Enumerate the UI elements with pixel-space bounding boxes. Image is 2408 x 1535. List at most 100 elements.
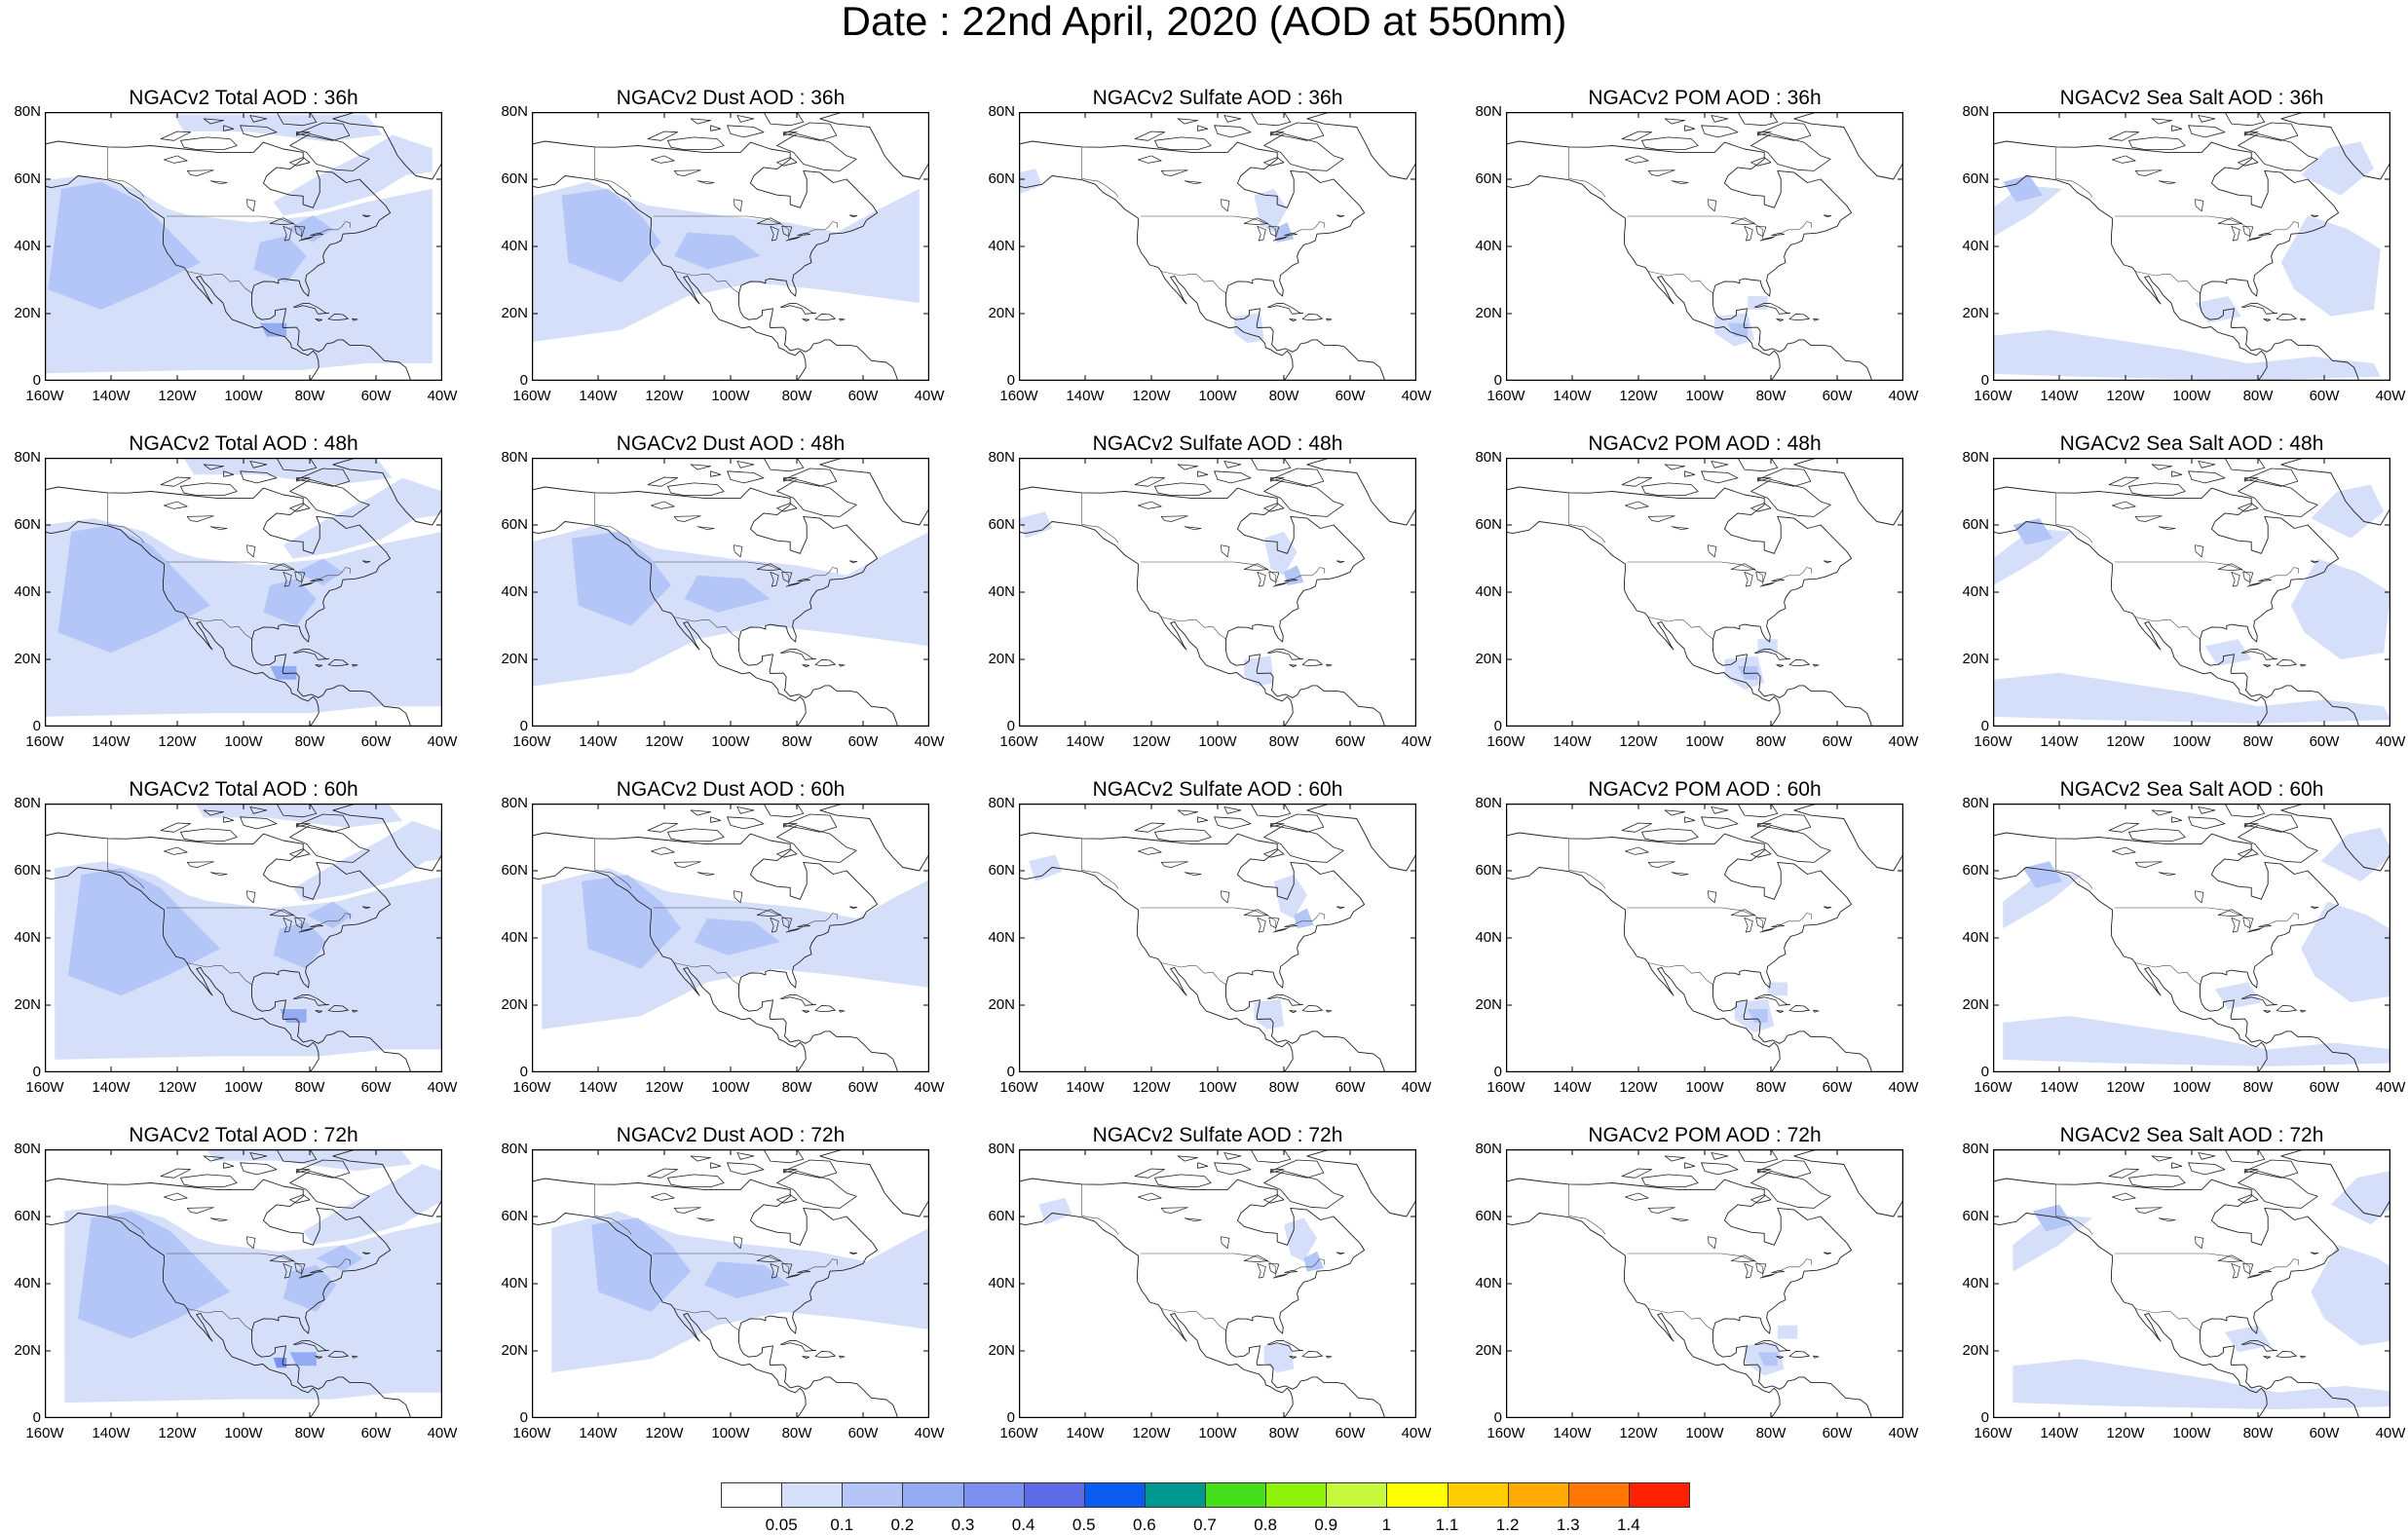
island-coastline <box>2310 1252 2319 1254</box>
lake-outline <box>2158 526 2176 531</box>
political-border <box>186 617 253 640</box>
panel-title: NGACv2 Sulfate AOD : 36h <box>1092 87 1343 109</box>
lake-outline <box>785 927 801 933</box>
lake-outline <box>1625 846 1649 855</box>
pacific-coastline <box>532 521 807 727</box>
island-coastline <box>776 503 798 512</box>
aod-shading-mid <box>561 188 661 283</box>
lon-tick-label: 140W <box>579 388 618 404</box>
lat-tick-label: 0 <box>1006 1064 1015 1080</box>
lat-tick-label: 40N <box>1962 238 1989 254</box>
island-coastline <box>1250 1149 1292 1164</box>
aod-shading-light <box>1029 854 1063 881</box>
lake-outline <box>1221 1236 1230 1250</box>
island-coastline <box>1134 131 1166 141</box>
panel-title: NGACv2 POM AOD : 36h <box>1588 87 1822 109</box>
pacific-coastline <box>45 521 320 727</box>
island-coastline <box>848 906 858 909</box>
lon-tick-label: 80W <box>2242 388 2274 404</box>
aod-map <box>1506 112 1903 381</box>
map-plot-area <box>1506 112 1903 381</box>
continent-coastline <box>1019 140 1416 381</box>
colorbar-label: 0.3 <box>951 1516 975 1534</box>
lat-tick-label: 60N <box>988 862 1015 879</box>
lon-tick-label: 60W <box>360 388 392 404</box>
caribbean-island <box>779 993 817 1006</box>
lake-outline <box>1771 923 1785 927</box>
lon-tick-label: 100W <box>1198 388 1237 404</box>
map-panel-seasalt-36h: NGACv2 Sea Salt AOD : 36h 80N 60N 40N 20N 0 16… <box>1948 86 2408 429</box>
island-coastline <box>1750 132 1831 171</box>
island-coastline <box>1664 464 1686 470</box>
caribbean-island <box>1813 1009 1820 1013</box>
political-border <box>2114 561 2299 585</box>
island-coastline <box>1664 1155 1686 1162</box>
aod-shading-light <box>2003 1016 2390 1067</box>
lat-tick-label: 40N <box>988 929 1015 946</box>
map-panel-total-48h: NGACv2 Total AOD : 48h 80N 60N 40N 20N 0 160W 1… <box>0 431 487 774</box>
island-coastline <box>2188 816 2226 830</box>
political-border <box>2055 838 2093 889</box>
aod-shading-mid <box>694 918 780 955</box>
panel-title: NGACv2 Sulfate AOD : 60h <box>1092 778 1343 801</box>
lake-outline <box>2158 180 2176 185</box>
lake-outline <box>1243 563 1269 571</box>
caribbean-island <box>1301 313 1323 321</box>
lake-outline <box>785 236 801 242</box>
panel-title: NGACv2 Dust AOD : 72h <box>616 1124 846 1146</box>
caribbean-island <box>802 318 810 322</box>
panel-title: NGACv2 POM AOD : 72h <box>1588 1124 1822 1146</box>
lake-outline <box>770 917 779 933</box>
island-coastline <box>2238 824 2318 863</box>
pacific-coastline <box>532 1213 807 1418</box>
lat-tick-label: 40N <box>1962 929 1989 946</box>
political-border <box>1160 962 1227 986</box>
continent-coastline <box>1506 1178 1903 1418</box>
lon-tick-label: 120W <box>1619 733 1658 750</box>
caribbean-island <box>352 663 358 667</box>
island-coastline <box>179 482 238 496</box>
greenland-coastline <box>819 458 929 526</box>
lake-outline <box>246 1236 256 1250</box>
aod-shading-light <box>2280 215 2381 317</box>
lon-tick-label: 140W <box>2040 388 2079 404</box>
island-coastline <box>223 470 235 477</box>
greenland-coastline <box>1306 804 1416 872</box>
lon-tick-label: 120W <box>2106 733 2145 750</box>
aod-map <box>1019 804 1416 1072</box>
political-border <box>594 492 632 543</box>
lake-outline <box>2246 236 2262 242</box>
caribbean-island <box>802 1010 810 1014</box>
greenland-coastline <box>2280 112 2390 180</box>
island-coastline <box>289 848 311 858</box>
lon-tick-label: 140W <box>2040 1425 2079 1441</box>
island-coastline <box>2243 1169 2259 1174</box>
island-coastline <box>2151 464 2173 470</box>
pacific-coastline <box>532 867 807 1072</box>
island-coastline <box>2151 1155 2173 1162</box>
caribbean-island <box>779 302 817 315</box>
caribbean-island <box>2240 648 2278 660</box>
greenland-coastline <box>1793 458 1903 526</box>
island-coastline <box>1250 112 1292 127</box>
island-coastline <box>2127 136 2186 150</box>
lake-outline <box>781 225 793 238</box>
lat-tick-label: 80N <box>14 103 41 120</box>
lake-outline <box>1730 1254 1756 1262</box>
lon-tick-label: 160W <box>1486 1079 1525 1096</box>
lon-tick-label: 140W <box>1553 388 1592 404</box>
lake-outline <box>282 917 292 933</box>
island-coastline <box>1823 906 1832 909</box>
island-coastline <box>2310 214 2319 217</box>
political-border <box>2055 492 2093 543</box>
caribbean-island <box>2240 302 2278 315</box>
colorbar-swatch <box>842 1482 904 1508</box>
island-coastline <box>276 458 318 472</box>
lon-tick-label: 100W <box>2172 388 2211 404</box>
lake-outline <box>781 1262 793 1275</box>
island-coastline <box>2198 1152 2216 1160</box>
lake-outline <box>1284 232 1298 236</box>
island-coastline <box>1756 131 1772 136</box>
lat-tick-label: 0 <box>519 1064 528 1080</box>
panel-title: NGACv2 Sea Salt AOD : 48h <box>2059 432 2324 455</box>
